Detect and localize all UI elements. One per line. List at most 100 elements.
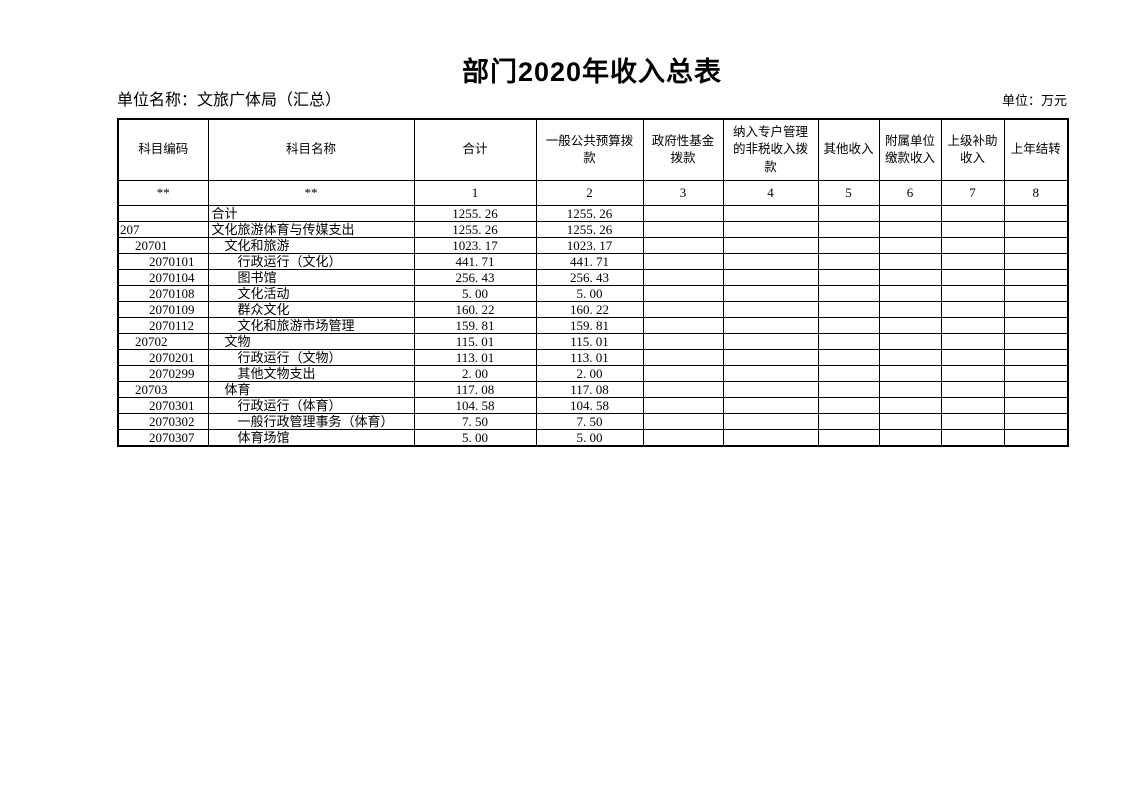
value-cell: 5. 00: [535, 429, 644, 447]
column-header-subject-name: 科目名称: [207, 118, 415, 181]
value-cell: [878, 397, 942, 414]
value-cell: [940, 301, 1005, 318]
subject-name-cell: 合计: [207, 205, 415, 222]
subject-code-cell: 2070299: [117, 365, 209, 382]
value-cell: [642, 205, 724, 222]
value-cell: [817, 381, 880, 398]
value-cell: [940, 381, 1005, 398]
value-cell: 1255. 26: [535, 205, 644, 222]
value-cell: [642, 349, 724, 366]
value-cell: 1023. 17: [535, 237, 644, 254]
value-cell: [817, 269, 880, 286]
value-cell: [722, 381, 819, 398]
value-cell: [940, 397, 1005, 414]
value-cell: [1003, 285, 1069, 302]
value-cell: [642, 285, 724, 302]
value-cell: [1003, 301, 1069, 318]
value-cell: 441. 71: [535, 253, 644, 270]
value-cell: 5. 00: [413, 285, 537, 302]
value-cell: [642, 253, 724, 270]
value-cell: [722, 269, 819, 286]
value-cell: [817, 237, 880, 254]
value-cell: 7. 50: [413, 413, 537, 430]
column-header-total: 合计: [413, 118, 537, 181]
meta-row: 单位名称：文旅广体局（汇总） 单位：万元: [117, 86, 1067, 110]
value-cell: [722, 365, 819, 382]
column-header-gov-fund: 政府性基金 拨款: [642, 118, 724, 181]
column-number-cell: **: [117, 180, 209, 206]
value-cell: 160. 22: [535, 301, 644, 318]
income-summary-table: 科目编码 科目名称 合计 一般公共预算拨 款 政府性基金 拨款 纳入专户管理 的…: [117, 118, 1069, 447]
value-cell: 256. 43: [535, 269, 644, 286]
column-header-other-income: 其他收入: [817, 118, 880, 181]
value-cell: [817, 285, 880, 302]
subject-code-cell: 2070307: [117, 429, 209, 447]
value-cell: [1003, 221, 1069, 238]
column-number-cell: 8: [1003, 180, 1069, 206]
subject-name-cell: 行政运行（体育）: [207, 397, 415, 414]
value-cell: 115. 01: [535, 333, 644, 350]
column-header-carryover: 上年结转: [1003, 118, 1069, 181]
value-cell: [1003, 413, 1069, 430]
column-header-nontax: 纳入专户管理 的非税收入拨 款: [722, 118, 819, 181]
value-cell: 2. 00: [535, 365, 644, 382]
value-cell: 1255. 26: [413, 221, 537, 238]
subject-code-cell: 20702: [117, 333, 209, 350]
column-number-cell: 7: [940, 180, 1005, 206]
value-cell: 2. 00: [413, 365, 537, 382]
table-row: 2070108 文化活动 5. 00 5. 00: [117, 285, 1069, 302]
table-row: 20702 文物 115. 01 115. 01: [117, 333, 1069, 350]
table-row: 2070302 一般行政管理事务（体育） 7. 50 7. 50: [117, 413, 1069, 430]
value-cell: [817, 413, 880, 430]
subject-name-cell: 文化活动: [207, 285, 415, 302]
table-row: 2070307 体育场馆 5. 00 5. 00: [117, 429, 1069, 447]
subject-code-cell: 207: [117, 221, 209, 238]
value-cell: 5. 00: [413, 429, 537, 447]
value-cell: [1003, 365, 1069, 382]
value-cell: [878, 253, 942, 270]
value-cell: [878, 333, 942, 350]
subject-name-cell: 体育场馆: [207, 429, 415, 447]
table-row: 207 文化旅游体育与传媒支出 1255. 26 1255. 26: [117, 221, 1069, 238]
column-number-cell: **: [207, 180, 415, 206]
subject-code-cell: 2070112: [117, 317, 209, 334]
value-cell: [817, 317, 880, 334]
table-body: 合计 1255. 26 1255. 26 207 文化旅游体育与传媒支出 1255. 26…: [117, 205, 1069, 447]
table-row: 2070101 行政运行（文化） 441. 71 441. 71: [117, 253, 1069, 270]
value-cell: [722, 237, 819, 254]
table-row: 2070301 行政运行（体育） 104. 58 104. 58: [117, 397, 1069, 414]
value-cell: [940, 285, 1005, 302]
value-cell: [642, 333, 724, 350]
value-cell: [1003, 253, 1069, 270]
value-cell: [817, 333, 880, 350]
subject-name-cell: 群众文化: [207, 301, 415, 318]
subject-name-cell: 其他文物支出: [207, 365, 415, 382]
value-cell: 117. 08: [413, 381, 537, 398]
value-cell: [1003, 349, 1069, 366]
value-cell: 115. 01: [413, 333, 537, 350]
value-cell: [878, 429, 942, 447]
unit-measure-label: 单位：万元: [1001, 93, 1067, 108]
value-cell: [642, 237, 724, 254]
value-cell: [642, 301, 724, 318]
subject-name-cell: 文化旅游体育与传媒支出: [207, 221, 415, 238]
table-row: 合计 1255. 26 1255. 26: [117, 205, 1069, 222]
column-header-subsidiary: 附属单位 缴款收入: [878, 118, 942, 181]
table-row: 2070109 群众文化 160. 22 160. 22: [117, 301, 1069, 318]
column-number-cell: 6: [878, 180, 942, 206]
value-cell: [1003, 381, 1069, 398]
column-number-cell: 2: [535, 180, 644, 206]
subject-name-cell: 文物: [207, 333, 415, 350]
value-cell: [817, 301, 880, 318]
subject-code-cell: 20701: [117, 237, 209, 254]
value-cell: [878, 301, 942, 318]
subject-code-cell: 20703: [117, 381, 209, 398]
value-cell: [642, 397, 724, 414]
value-cell: [940, 365, 1005, 382]
value-cell: 104. 58: [413, 397, 537, 414]
value-cell: 441. 71: [413, 253, 537, 270]
value-cell: [817, 365, 880, 382]
table-header-row: 科目编码 科目名称 合计 一般公共预算拨 款 政府性基金 拨款 纳入专户管理 的…: [117, 118, 1069, 181]
value-cell: [940, 221, 1005, 238]
value-cell: [642, 429, 724, 447]
